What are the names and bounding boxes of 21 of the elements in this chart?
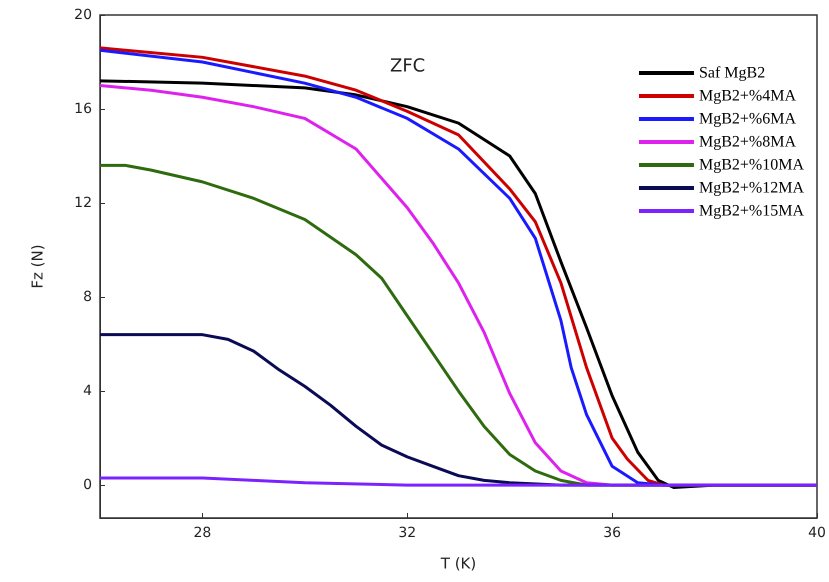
x-tick-label: 32 bbox=[398, 525, 416, 541]
y-axis-title: Fz (N) bbox=[28, 244, 46, 289]
legend-label: MgB2+%6MA bbox=[698, 110, 796, 128]
annotation: ZFC bbox=[390, 56, 426, 76]
y-tick-label: 0 bbox=[83, 477, 92, 494]
legend-label: MgB2+%4MA bbox=[698, 88, 796, 104]
legend-label: Saf MgB2 bbox=[698, 64, 766, 82]
y-tick-label: 16 bbox=[74, 101, 92, 118]
y-tick-label: 12 bbox=[74, 195, 92, 212]
x-tick-label: 40 bbox=[808, 525, 826, 541]
x-axis-title: T (K) bbox=[440, 554, 476, 572]
legend-label: MgB2+%10MA bbox=[698, 156, 804, 174]
legend-label: MgB2+%8MA bbox=[698, 134, 796, 150]
legend-label: MgB2+%12MA bbox=[698, 180, 804, 196]
y-tick-label: 4 bbox=[83, 383, 92, 400]
y-tick-label: 8 bbox=[83, 289, 92, 306]
x-tick-label: 28 bbox=[194, 525, 212, 541]
line-series bbox=[98, 476, 818, 487]
y-tick-label: 20 bbox=[74, 7, 92, 23]
x-tick-label: 36 bbox=[603, 525, 622, 541]
legend-label: MgB2+%15MA bbox=[698, 202, 804, 220]
